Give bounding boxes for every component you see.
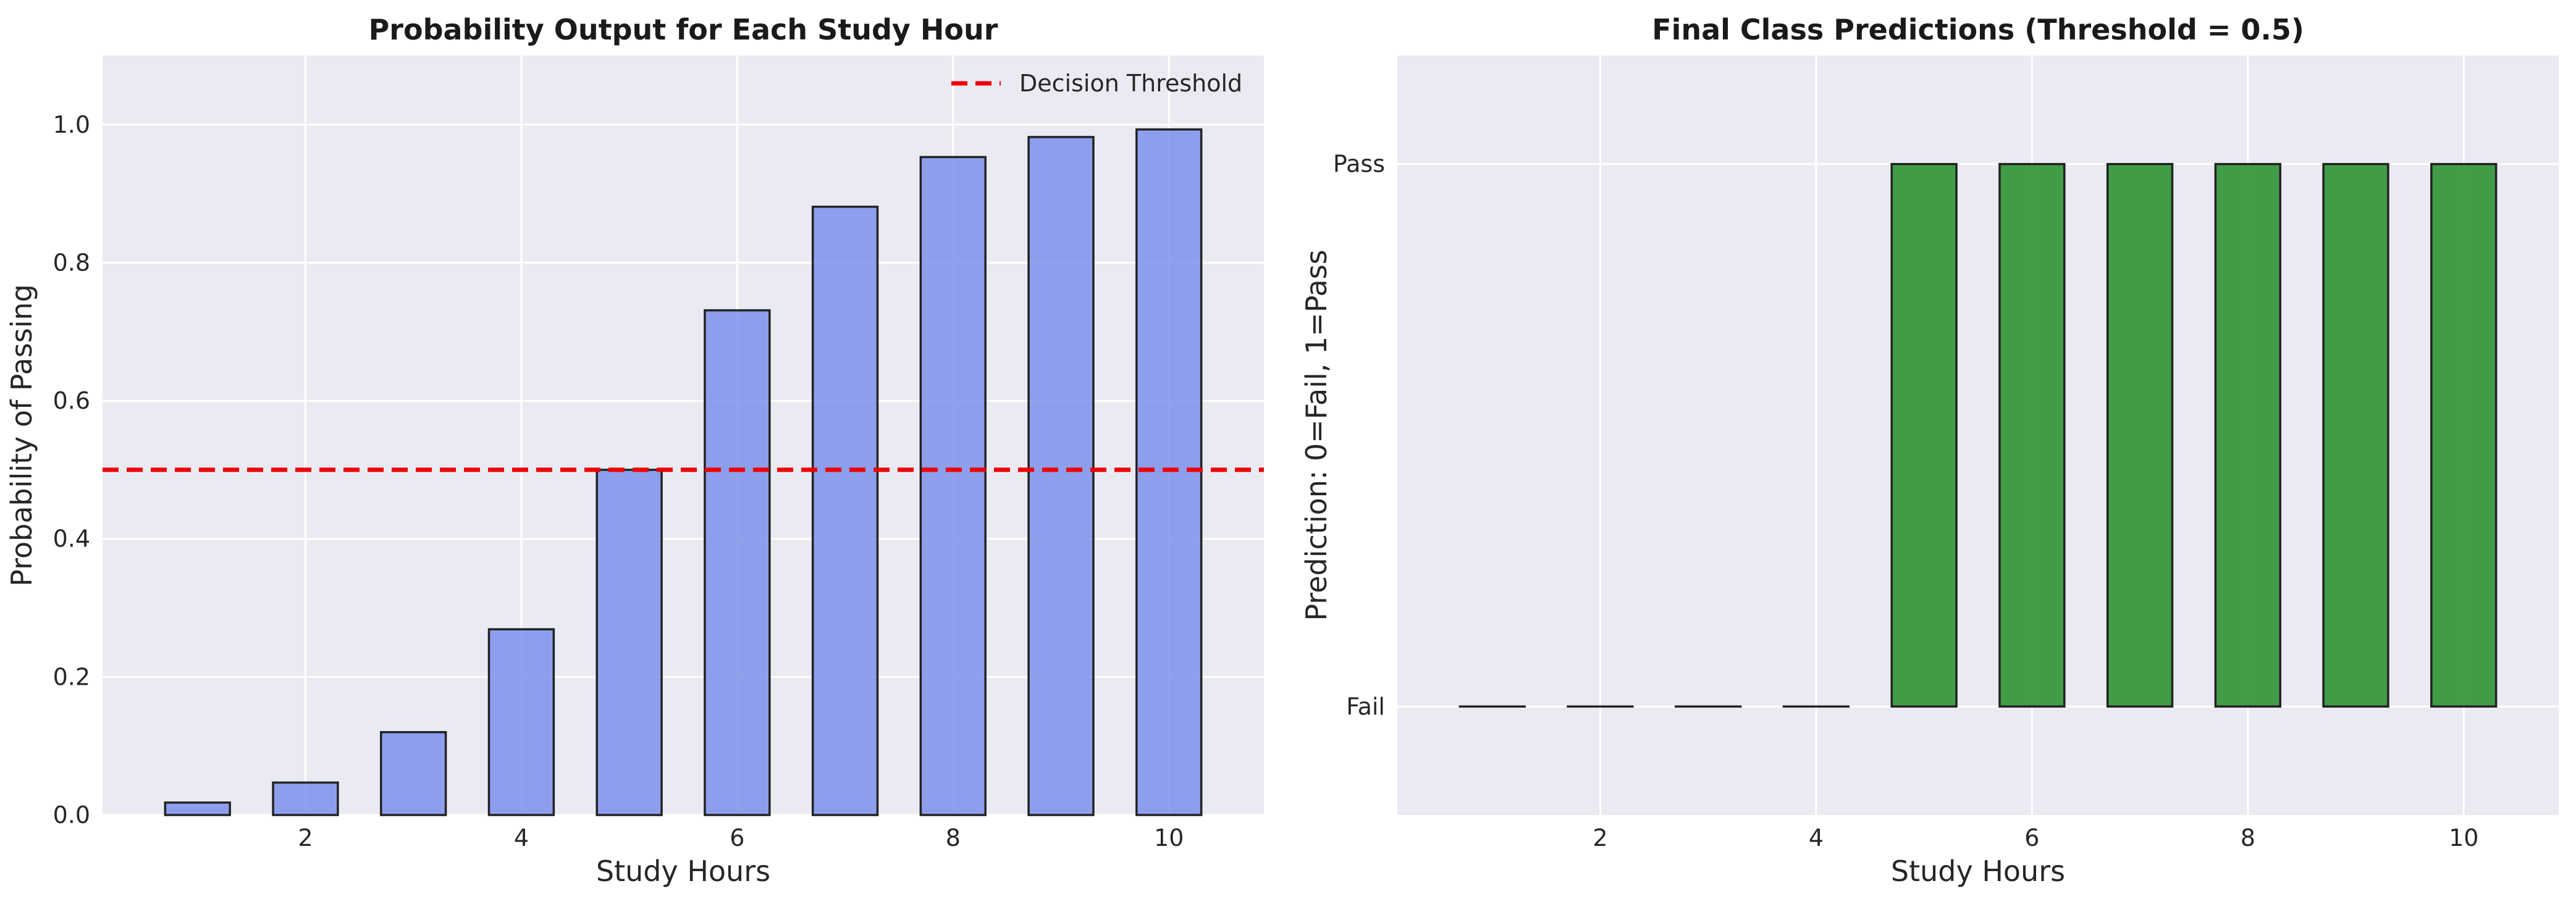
y-tick-label: 0.0 [53, 801, 90, 829]
y-axis-label: Prediction: 0=Fail, 1=Pass [1300, 249, 1333, 621]
probability-chart: 2 4 6 8 10 0.0 0.2 0.4 0.6 0.8 1.0 Probability Outp… [5, 13, 1264, 888]
x-axis-label: Study Hours [596, 855, 770, 888]
prediction-chart: 2 4 6 8 10 Fail Pass Final Class Predictions (T… [1300, 13, 2559, 888]
x-tick-label: 2 [1593, 824, 1607, 851]
x-axis-label: Study Hours [1891, 855, 2065, 888]
bar [2214, 162, 2281, 708]
x-tick-label: 2 [298, 824, 313, 851]
bar [2322, 162, 2389, 708]
bar [919, 156, 987, 816]
bar [1027, 136, 1095, 816]
legend-label: Decision Threshold [1019, 70, 1242, 97]
y-axis-label: Probability of Passing [5, 284, 38, 587]
x-tick-label: 4 [514, 824, 529, 851]
bar [1135, 128, 1203, 816]
bar [487, 628, 555, 816]
chart-title: Final Class Predictions (Threshold = 0.5… [1652, 13, 2304, 46]
bar [2430, 162, 2498, 708]
y-tick-label: 0.4 [53, 525, 90, 553]
bar [1998, 162, 2066, 708]
bar [596, 469, 663, 816]
bar [1890, 162, 1958, 708]
x-tick-label: 8 [2241, 824, 2255, 851]
x-tick-label: 10 [1154, 824, 1184, 851]
bar [272, 781, 339, 816]
bar [164, 801, 231, 816]
y-tick-label: Fail [1346, 693, 1385, 720]
bar [811, 206, 879, 816]
x-tick-label: 4 [1809, 824, 1824, 851]
y-tick-label: 0.8 [53, 249, 90, 276]
chart-title: Probability Output for Each Study Hour [369, 13, 998, 46]
y-tick-label: 0.6 [53, 387, 90, 414]
x-tick-label: 10 [2449, 824, 2478, 851]
bar [380, 731, 447, 816]
y-tick-label: 1.0 [53, 111, 90, 138]
bar [704, 309, 771, 816]
bar [2106, 162, 2174, 708]
y-tick-label: 0.2 [53, 663, 90, 690]
x-tick-label: 8 [946, 824, 961, 851]
x-tick-label: 6 [730, 824, 744, 851]
y-tick-label: Pass [1333, 151, 1385, 178]
x-tick-label: 6 [2024, 824, 2039, 851]
